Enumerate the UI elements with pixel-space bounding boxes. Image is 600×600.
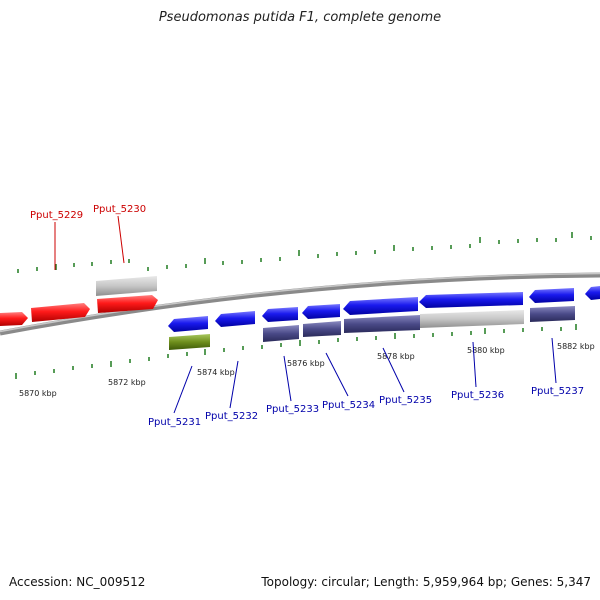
- scale-label: 5870 kbp: [19, 389, 57, 398]
- gene-label-pput-5233[interactable]: Pput_5233: [266, 404, 319, 415]
- gene-label-pput-5231[interactable]: Pput_5231: [148, 417, 201, 428]
- feature-box[interactable]: [344, 315, 420, 333]
- gene-label-pput-5234[interactable]: Pput_5234: [322, 400, 375, 411]
- reverse-genes: [168, 286, 600, 332]
- gene-label-pput-5236[interactable]: Pput_5236: [451, 390, 504, 401]
- inner-features: [169, 306, 575, 350]
- gene-arrow[interactable]: [585, 286, 600, 300]
- outer-ticks: [17, 232, 592, 273]
- gene-label-pput-5237[interactable]: Pput_5237: [531, 386, 584, 397]
- gene-arrow[interactable]: [419, 292, 523, 308]
- gene-arrow[interactable]: [168, 316, 208, 332]
- scale-labels: 5870 kbp 5872 kbp 5874 kbp 5876 kbp 5878…: [19, 342, 595, 398]
- map-title: Pseudomonas putida F1, complete genome: [158, 10, 442, 25]
- forward-genes: [0, 276, 158, 326]
- gene-label-pput-5229[interactable]: Pput_5229: [30, 210, 83, 221]
- feature-box[interactable]: [530, 306, 575, 322]
- gene-arrow[interactable]: [262, 307, 298, 322]
- gene-label-pput-5232[interactable]: Pput_5232: [205, 411, 258, 422]
- gene-label-pput-5235[interactable]: Pput_5235: [379, 395, 432, 406]
- gene-arrow[interactable]: [0, 312, 28, 326]
- scale-label: 5874 kbp: [197, 368, 235, 377]
- gene-arrow[interactable]: [215, 311, 255, 327]
- scale-label: 5876 kbp: [287, 359, 325, 368]
- gene-arrow[interactable]: [31, 303, 90, 322]
- genome-summary-text: Topology: circular; Length: 5,959,964 bp…: [261, 575, 591, 589]
- inner-ticks: [15, 324, 577, 379]
- feature-box[interactable]: [169, 334, 210, 350]
- gene-label-pput-5230[interactable]: Pput_5230: [93, 204, 146, 215]
- feature-box[interactable]: [303, 321, 341, 337]
- gene-arrow[interactable]: [343, 297, 418, 315]
- gene-labels: Pput_5229 Pput_5230 Pput_5231 Pput_5232 …: [30, 204, 584, 428]
- scale-label: 5878 kbp: [377, 352, 415, 361]
- scale-label: 5882 kbp: [557, 342, 595, 351]
- pseudogene-box[interactable]: [420, 310, 524, 328]
- gene-arrow[interactable]: [302, 304, 340, 319]
- feature-box[interactable]: [263, 325, 299, 342]
- scale-label: 5880 kbp: [467, 346, 505, 355]
- leader-lines: [54, 215, 557, 414]
- accession-text: Accession: NC_009512: [9, 575, 146, 589]
- scale-label: 5872 kbp: [108, 378, 146, 387]
- gene-arrow[interactable]: [97, 295, 158, 313]
- gene-arrow[interactable]: [529, 288, 574, 303]
- pseudogene-box[interactable]: [96, 276, 157, 296]
